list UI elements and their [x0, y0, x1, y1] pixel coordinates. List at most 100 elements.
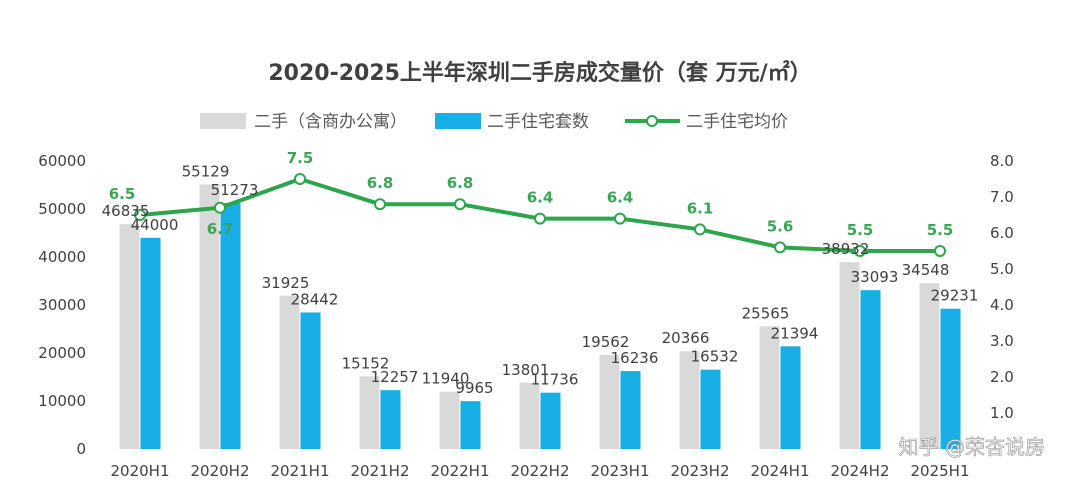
left-tick-label: 10000 — [38, 392, 86, 410]
x-tick-label: 2024H1 — [751, 462, 810, 480]
value-label-residential-units: 51273 — [211, 181, 259, 199]
avg-price-label: 6.8 — [447, 174, 474, 192]
bar-secondhand-all — [599, 355, 620, 449]
avg-price-marker — [134, 209, 146, 221]
right-tick-label: 4.0 — [990, 296, 1014, 314]
x-tick-label: 2024H2 — [831, 462, 890, 480]
avg-price-label: 6.4 — [527, 189, 554, 207]
right-tick-label: 8.0 — [990, 152, 1014, 170]
avg-price-marker — [774, 241, 786, 254]
avg-price-marker — [214, 201, 226, 214]
left-tick-label: 0 — [76, 440, 86, 458]
bar-secondhand-all — [279, 295, 300, 449]
value-label-secondhand-all: 55129 — [182, 162, 230, 180]
value-label-secondhand-all: 46835 — [102, 202, 150, 220]
bar-secondhand-all — [199, 184, 220, 449]
value-label-secondhand-all: 20366 — [662, 329, 710, 347]
right-tick-label: 6.0 — [990, 224, 1014, 242]
value-label-secondhand-all: 38932 — [822, 240, 870, 258]
legend-swatch-secondhand-all — [200, 113, 246, 129]
left-tick-label: 20000 — [38, 344, 86, 362]
avg-price-label: 6.4 — [607, 189, 634, 207]
bar-residential-units — [940, 308, 961, 449]
price-line — [134, 173, 946, 257]
bar-secondhand-all — [759, 326, 780, 449]
bar-residential-units — [460, 401, 481, 449]
x-axis: 2020H1 2020H2 2021H1 2021H2 2022H1 2022H2 2023… — [111, 462, 970, 480]
avg-price-marker — [614, 212, 626, 225]
x-tick-label: 2022H1 — [431, 462, 490, 480]
value-label-secondhand-all: 11940 — [422, 370, 470, 388]
bar-residential-units — [700, 369, 721, 449]
avg-price-label: 6.7 — [207, 220, 234, 238]
avg-price-label: 5.6 — [767, 217, 794, 235]
right-axis: 1.0 2.0 3.0 4.0 5.0 6.0 7.0 8.0 — [990, 152, 1014, 422]
avg-price-marker — [694, 223, 706, 236]
value-label-residential-units: 16532 — [691, 348, 739, 366]
value-label-residential-units: 29231 — [931, 287, 979, 305]
avg-price-marker — [454, 198, 466, 211]
value-label-secondhand-all: 19562 — [582, 333, 630, 351]
bar-residential-units — [380, 390, 401, 449]
right-tick-label: 2.0 — [990, 368, 1014, 386]
x-tick-label: 2020H1 — [111, 462, 170, 480]
x-tick-label: 2021H1 — [271, 462, 330, 480]
bar-secondhand-all — [919, 283, 940, 449]
value-label-secondhand-all: 25565 — [742, 304, 790, 322]
value-label-residential-units: 11736 — [531, 371, 579, 389]
left-tick-label: 40000 — [38, 248, 86, 266]
value-label-residential-units: 9965 — [455, 379, 493, 397]
value-label-secondhand-all: 34548 — [902, 261, 950, 279]
legend-label-avg-price: 二手住宅均价 — [686, 112, 788, 132]
bar-residential-units — [620, 371, 641, 449]
bars — [119, 184, 961, 449]
legend-label-residential-units: 二手住宅套数 — [487, 112, 589, 132]
bar-secondhand-all — [119, 224, 140, 449]
avg-price-label: 7.5 — [287, 149, 314, 167]
bar-residential-units — [300, 312, 321, 449]
x-tick-label: 2025H1 — [911, 462, 970, 480]
legend: 二手（含商办公寓） 二手住宅套数 二手住宅均价 — [200, 112, 788, 132]
value-label-secondhand-all: 31925 — [262, 274, 310, 292]
avg-price-marker — [534, 212, 546, 225]
avg-price-marker — [374, 198, 386, 211]
right-tick-label: 3.0 — [990, 332, 1014, 350]
value-label-residential-units: 21394 — [771, 324, 819, 342]
avg-price-marker — [294, 173, 306, 185]
bar-residential-units — [540, 392, 561, 449]
x-tick-label: 2020H2 — [191, 462, 250, 480]
legend-marker-avg-price — [646, 115, 658, 127]
left-tick-label: 50000 — [38, 200, 86, 218]
avg-price-label: 6.8 — [367, 174, 394, 192]
value-label-residential-units: 33093 — [851, 268, 899, 286]
x-tick-label: 2023H1 — [591, 462, 650, 480]
legend-swatch-residential-units — [435, 113, 481, 129]
right-tick-label: 1.0 — [990, 404, 1014, 422]
x-tick-label: 2023H2 — [671, 462, 730, 480]
left-tick-label: 60000 — [38, 152, 86, 170]
bar-secondhand-all — [439, 391, 460, 449]
x-tick-label: 2022H2 — [511, 462, 570, 480]
value-label-residential-units: 12257 — [371, 368, 419, 386]
avg-price-label: 5.5 — [847, 221, 874, 239]
right-tick-label: 7.0 — [990, 188, 1014, 206]
value-label-secondhand-all: 13801 — [502, 361, 550, 379]
avg-price-marker — [854, 245, 866, 257]
bar-secondhand-all — [839, 262, 860, 449]
value-label-secondhand-all: 15152 — [342, 354, 390, 372]
right-tick-label: 5.0 — [990, 260, 1014, 278]
value-label-residential-units: 28442 — [291, 290, 339, 308]
x-tick-label: 2021H2 — [351, 462, 410, 480]
watermark: 知乎 @荣杏说房 — [899, 435, 1045, 459]
avg-price-label: 5.5 — [927, 221, 954, 239]
avg-price-label: 6.1 — [687, 199, 714, 217]
avg-price-marker — [934, 245, 946, 257]
bar-secondhand-all — [679, 351, 700, 449]
avg-price-label: 6.5 — [109, 185, 136, 203]
value-label-residential-units: 16236 — [611, 349, 659, 367]
bar-residential-units — [140, 237, 161, 449]
bar-residential-units — [220, 202, 241, 449]
legend-label-secondhand-all: 二手（含商办公寓） — [254, 112, 407, 132]
